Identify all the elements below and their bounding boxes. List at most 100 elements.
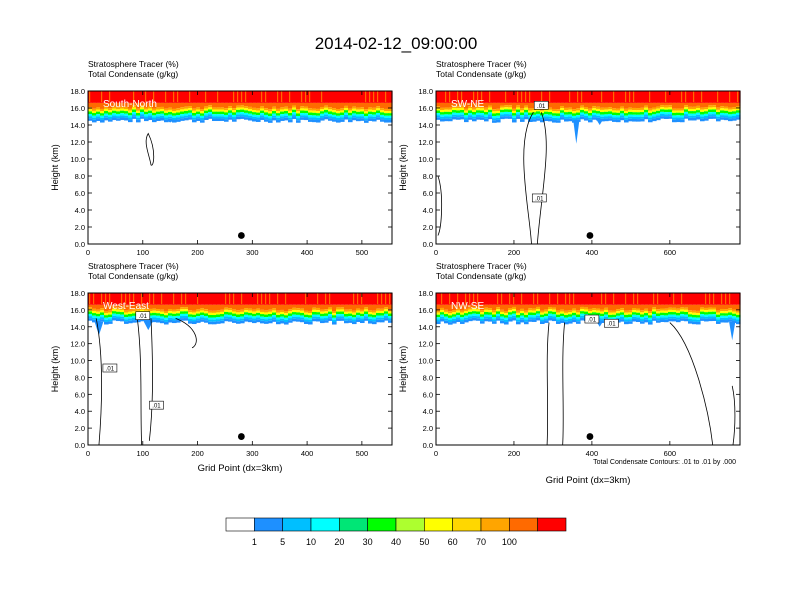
- tracer-cell: [692, 310, 697, 313]
- tracer-cell: [564, 312, 569, 316]
- tracer-cell: [668, 102, 673, 106]
- tracer-cell: [124, 109, 129, 112]
- tracer-cell: [172, 115, 177, 118]
- tracer-cell: [524, 317, 529, 320]
- tracer-cell: [684, 111, 689, 115]
- tracer-streak: [473, 91, 475, 103]
- tracer-cell: [308, 119, 313, 122]
- tracer-cell: [736, 304, 741, 311]
- tracer-cell: [524, 91, 529, 103]
- tracer-cell: [500, 318, 505, 321]
- tracer-cell: [148, 304, 153, 309]
- tracer-cell: [336, 311, 341, 315]
- tracer-cell: [684, 114, 689, 117]
- tracer-cell: [340, 307, 345, 310]
- tracer-cell: [736, 114, 741, 118]
- tracer-cell: [560, 112, 565, 115]
- tracer-cell: [596, 106, 601, 109]
- tracer-cell: [312, 309, 317, 312]
- tracer-cell: [196, 293, 201, 305]
- tracer-cell: [500, 320, 505, 324]
- tracer-cell: [164, 110, 169, 113]
- tracer-cell: [476, 117, 481, 120]
- tracer-cell: [712, 116, 717, 119]
- tracer-cell: [92, 310, 97, 314]
- tracer-streak: [601, 91, 603, 103]
- tracer-cell: [100, 102, 105, 109]
- tracer-cell: [200, 113, 205, 116]
- tracer-cell: [684, 309, 689, 312]
- tracer-cell: [184, 106, 189, 109]
- tracer-cell: [528, 319, 533, 322]
- tracer-cell: [708, 114, 713, 117]
- tracer-streak: [717, 91, 719, 103]
- tracer-cell: [608, 109, 613, 112]
- tracer-cell: [216, 118, 221, 122]
- tracer-cell: [352, 321, 357, 325]
- tracer-cell: [440, 310, 445, 313]
- tracer-cell: [252, 118, 257, 122]
- tracer-cell: [580, 91, 585, 103]
- tracer-cell: [280, 320, 285, 324]
- tracer-cell: [456, 112, 461, 116]
- tracer-cell: [104, 321, 109, 325]
- tracer-cell: [316, 91, 321, 103]
- tracer-cell: [440, 91, 445, 103]
- tracer-cell: [364, 113, 369, 117]
- tracer-cell: [100, 319, 105, 322]
- tracer-cell: [728, 116, 733, 119]
- tracer-cell: [568, 107, 573, 110]
- tracer-cell: [524, 312, 529, 315]
- tracer-cell: [160, 115, 165, 119]
- tracer-cell: [140, 114, 145, 117]
- tracer-cell: [224, 309, 229, 312]
- tracer-cell: [436, 312, 441, 315]
- tracer-cell: [436, 91, 441, 103]
- tracer-cell: [712, 111, 717, 115]
- tracer-cell: [536, 304, 541, 307]
- tracer-cell: [560, 108, 565, 111]
- tracer-cell: [304, 91, 309, 103]
- tracer-cell: [472, 109, 477, 112]
- tracer-cell: [628, 111, 633, 115]
- tracer-cell: [296, 312, 301, 315]
- tracer-cell: [600, 309, 605, 312]
- tracer-cell: [108, 312, 113, 315]
- tracer-cell: [520, 108, 525, 111]
- tracer-cell: [236, 321, 241, 324]
- tracer-cell: [684, 316, 689, 319]
- tracer-cell: [200, 111, 205, 114]
- tracer-cell: [292, 304, 297, 308]
- tracer-cell: [692, 304, 697, 311]
- tracer-cell: [360, 109, 365, 112]
- tracer-cell: [364, 309, 369, 312]
- tracer-cell: [520, 293, 525, 305]
- tracer-cell: [260, 117, 265, 120]
- tracer-cell: [116, 304, 121, 308]
- tracer-streak: [449, 91, 451, 103]
- tracer-cell: [252, 110, 257, 113]
- tracer-cell: [500, 112, 505, 115]
- tracer-cell: [552, 111, 557, 114]
- tracer-cell: [640, 293, 645, 305]
- tracer-cell: [684, 314, 689, 317]
- tracer-cell: [88, 309, 93, 312]
- tracer-cell: [348, 119, 353, 123]
- tracer-cell: [560, 313, 565, 317]
- tracer-cell: [360, 311, 365, 314]
- tracer-cell: [320, 115, 325, 119]
- tracer-cell: [172, 320, 177, 324]
- tracer-streak: [309, 91, 311, 103]
- tracer-cell: [100, 115, 105, 118]
- tracer-cell: [216, 293, 221, 305]
- tracer-cell: [688, 91, 693, 103]
- tracer-cell: [460, 321, 465, 324]
- tracer-streak: [277, 91, 279, 103]
- tracer-cell: [732, 316, 737, 319]
- tracer-cell: [260, 293, 265, 305]
- tracer-cell: [728, 109, 733, 112]
- tracer-cell: [484, 293, 489, 305]
- condensate-contour: [145, 132, 155, 166]
- tracer-cell: [156, 293, 161, 305]
- tracer-cell: [552, 316, 557, 319]
